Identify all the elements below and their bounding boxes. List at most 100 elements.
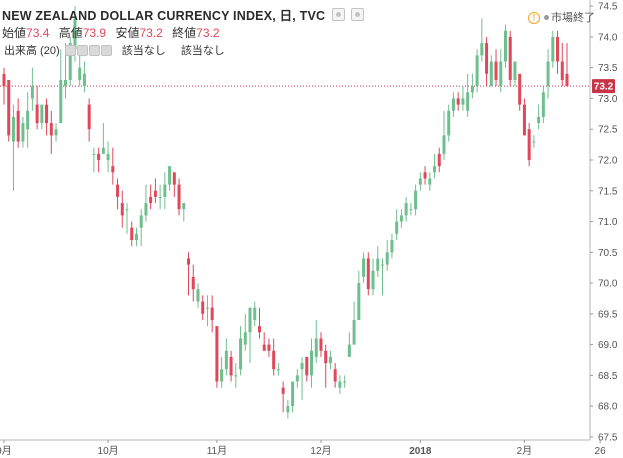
candle-body bbox=[45, 104, 49, 124]
candle-body bbox=[97, 153, 101, 160]
y-tick-label: 70.5 bbox=[598, 248, 618, 259]
candle-body bbox=[87, 104, 91, 130]
candle-body bbox=[556, 36, 560, 62]
candle-body bbox=[508, 36, 512, 80]
settings-icon[interactable] bbox=[76, 45, 88, 56]
candle-body bbox=[399, 215, 403, 222]
candle-body bbox=[26, 110, 30, 130]
candle-body bbox=[537, 116, 541, 124]
candle-body bbox=[352, 320, 356, 345]
candle-body bbox=[310, 350, 314, 376]
candle-body bbox=[366, 258, 370, 290]
candle-body bbox=[163, 184, 167, 197]
candle-body bbox=[130, 227, 134, 240]
candle-body bbox=[220, 369, 224, 382]
candle-body bbox=[262, 344, 266, 351]
candle-body bbox=[78, 67, 82, 80]
volume-controls bbox=[64, 45, 113, 59]
last-price-badge bbox=[592, 79, 615, 94]
close-value: 73.2 bbox=[196, 26, 220, 40]
candle-body bbox=[314, 338, 318, 357]
candle-body bbox=[503, 30, 507, 62]
candle-body bbox=[158, 196, 162, 198]
candle-body bbox=[267, 344, 271, 351]
candle-body bbox=[418, 178, 422, 185]
candle-body bbox=[253, 307, 257, 320]
candle-body bbox=[541, 92, 545, 117]
eye-icon[interactable] bbox=[64, 45, 76, 56]
candle-body bbox=[442, 135, 446, 154]
candle-body bbox=[447, 110, 451, 136]
candle-body bbox=[116, 184, 120, 197]
candle-body bbox=[475, 55, 479, 87]
x-tick-label: 10月 bbox=[98, 445, 119, 457]
market-status: ! 市場終了 bbox=[528, 9, 595, 25]
candle-body bbox=[168, 166, 172, 185]
candle-body bbox=[291, 381, 295, 407]
candle-body bbox=[328, 356, 332, 364]
y-tick-label: 71.0 bbox=[598, 217, 618, 228]
y-tick-label: 67.5 bbox=[598, 432, 618, 443]
candle-body bbox=[333, 369, 337, 382]
candle-body bbox=[404, 203, 408, 216]
open-label: 始値 bbox=[2, 26, 27, 40]
plus-icon[interactable] bbox=[88, 45, 100, 56]
candle-body bbox=[257, 326, 261, 333]
y-tick-label: 74.0 bbox=[598, 32, 618, 43]
y-tick-label: 72.5 bbox=[598, 125, 618, 136]
low-label: 安値 bbox=[115, 26, 140, 40]
candle-body bbox=[466, 92, 470, 111]
candle-body bbox=[215, 326, 219, 382]
high-label: 高値 bbox=[58, 26, 83, 40]
volume-legend: 出来高 (20) 該当なし 該当なし bbox=[4, 42, 237, 59]
candle-body bbox=[172, 172, 176, 185]
candle-body bbox=[485, 43, 489, 74]
close-icon[interactable] bbox=[100, 45, 112, 56]
candle-body bbox=[362, 258, 366, 277]
candle-body bbox=[347, 344, 351, 357]
candle-body bbox=[73, 18, 77, 50]
candle-body bbox=[343, 381, 347, 383]
candle-body bbox=[395, 221, 399, 234]
candle-body bbox=[187, 258, 191, 265]
candle-body bbox=[191, 276, 195, 290]
candle-body bbox=[451, 98, 455, 111]
candle-body bbox=[390, 240, 394, 253]
candle-body bbox=[82, 73, 86, 87]
candle-body bbox=[234, 375, 238, 377]
candle-body bbox=[286, 406, 290, 413]
candle-body bbox=[40, 104, 44, 124]
candle-body bbox=[376, 258, 380, 271]
candle-body bbox=[494, 61, 498, 80]
candle-body bbox=[546, 61, 550, 87]
y-tick-label: 69.5 bbox=[598, 309, 618, 320]
candle-body bbox=[205, 307, 209, 309]
chart-title: NEW ZEALAND DOLLAR CURRENCY INDEX, 日, TV… bbox=[2, 9, 326, 23]
candle-body bbox=[281, 387, 285, 394]
candle-body bbox=[480, 43, 484, 56]
candle-body bbox=[470, 86, 474, 93]
candle-body bbox=[106, 153, 110, 160]
last-price-label: 73.2 bbox=[594, 82, 614, 93]
candle-body bbox=[11, 116, 15, 142]
settings-icon[interactable] bbox=[351, 8, 365, 21]
x-tick-label: 9月 bbox=[0, 445, 12, 457]
candle-body bbox=[125, 209, 129, 211]
candle-body bbox=[527, 129, 531, 160]
candle-body bbox=[499, 61, 503, 87]
volume-value-2: 該当なし bbox=[180, 45, 225, 57]
candle-body bbox=[229, 356, 233, 376]
eye-icon[interactable] bbox=[331, 8, 345, 21]
candle-body bbox=[239, 338, 243, 370]
candle-body bbox=[324, 350, 328, 364]
candle-body bbox=[134, 233, 138, 240]
candle-body bbox=[144, 203, 148, 216]
candle-body bbox=[489, 61, 493, 87]
candle-body bbox=[385, 252, 389, 265]
market-status-text: 市場終了 bbox=[551, 12, 595, 24]
y-tick-label: 71.5 bbox=[598, 186, 618, 197]
candle-body bbox=[565, 73, 569, 87]
y-tick-label: 70.0 bbox=[598, 279, 618, 290]
candle-body bbox=[423, 172, 427, 179]
